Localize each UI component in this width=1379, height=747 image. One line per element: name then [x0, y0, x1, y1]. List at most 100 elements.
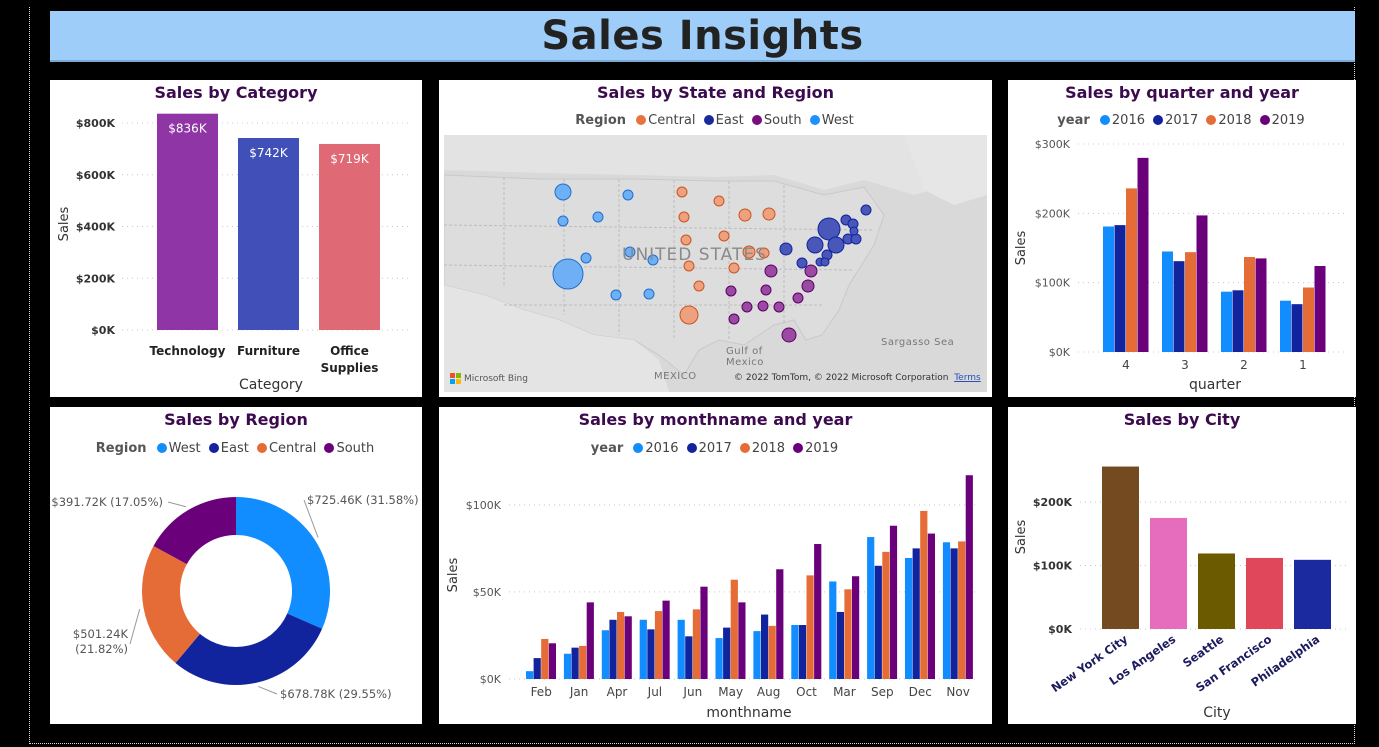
legend-label: West — [821, 113, 854, 128]
quarter-legend-title: year — [1057, 113, 1090, 128]
region-chart-title: Sales by Region — [164, 410, 308, 429]
bar — [548, 643, 556, 679]
y-tick-label: $0K — [1049, 346, 1071, 359]
bing-label: Microsoft Bing — [464, 373, 528, 384]
map-bubble-west — [622, 189, 634, 201]
slice-data-label: (21.82%) — [75, 642, 128, 656]
region-legend-item-east[interactable]: East — [208, 441, 249, 456]
y-tick-label: $200K — [1033, 496, 1073, 509]
x-tick-label: Sep — [871, 685, 894, 699]
region-chart-panel[interactable]: Sales by Region Region West East Central… — [50, 407, 422, 724]
bar — [965, 475, 973, 679]
y-tick-label: $0K — [1048, 623, 1072, 636]
quarter-chart-panel[interactable]: Sales by quarter and year year 2016 2017… — [1008, 80, 1356, 397]
bar — [874, 565, 882, 679]
map-bubble-central — [713, 195, 725, 207]
bar — [814, 544, 822, 679]
y-tick-label: $100K — [1035, 277, 1071, 290]
quarter-legend-item-2019[interactable]: 2019 — [1259, 113, 1305, 128]
x-tick-label: Supplies — [321, 361, 379, 375]
bar — [1196, 215, 1208, 352]
map-bubble-central — [676, 186, 688, 198]
bar — [1314, 266, 1326, 352]
map-legend-item-central[interactable]: Central — [636, 113, 696, 128]
region-donut-chart: $725.46K (31.58%) $678.78K (29.55%) $501.2… — [51, 493, 418, 701]
bar — [753, 631, 761, 679]
month-chart-panel[interactable]: Sales by monthname and year year 2016 20… — [439, 407, 992, 724]
bar — [1246, 557, 1283, 629]
terms-link[interactable]: Terms — [954, 373, 981, 383]
x-tick-label: Mar — [833, 685, 856, 699]
bar — [1198, 553, 1235, 629]
bar — [692, 609, 700, 679]
map-legend-item-south[interactable]: South — [751, 113, 802, 128]
map-bubble-south — [728, 313, 740, 325]
map-bubble-south — [764, 264, 778, 278]
x-tick-label: Office — [330, 344, 369, 358]
map-bubble-central — [758, 247, 770, 259]
map-bubble-south — [741, 301, 753, 313]
bing-attribution: Microsoft Bing — [450, 373, 528, 384]
bar-data-label: $719K — [330, 152, 370, 166]
map-bubble-central — [679, 305, 699, 325]
category-chart-panel[interactable]: Sales by Category $0K $200K $400K $600K $800… — [50, 80, 422, 397]
page-title: Sales Insights — [541, 12, 864, 59]
region-legend-item-central[interactable]: Central — [256, 441, 316, 456]
quarter-legend-item-2017[interactable]: 2017 — [1153, 113, 1198, 128]
legend-dot — [324, 443, 335, 453]
region-legend-item-west[interactable]: West — [156, 441, 201, 456]
map-land-north — [444, 135, 987, 195]
map-legend-item-west[interactable]: West — [809, 113, 854, 128]
y-tick-label: $0K — [91, 324, 115, 337]
quarter-legend-item-2018[interactable]: 2018 — [1206, 113, 1251, 128]
map-bubble-south — [792, 292, 804, 304]
map-bubble-west — [554, 183, 572, 201]
quarter-legend-item-2016[interactable]: 2016 — [1099, 113, 1145, 128]
city-chart-panel[interactable]: Sales by City $0K $100K $200K New York City… — [1008, 407, 1356, 724]
map-bubble-south — [781, 327, 797, 343]
microsoft-logo-icon — [450, 373, 461, 384]
bar — [738, 602, 746, 679]
leader-line — [258, 685, 278, 695]
bar — [798, 625, 807, 679]
bar — [639, 619, 647, 679]
bar — [1102, 466, 1139, 629]
bar — [533, 658, 541, 679]
legend-dot — [636, 115, 647, 125]
x-tick-label: 2 — [1240, 358, 1248, 372]
map-bubble-central — [718, 230, 730, 242]
legend-dot — [1206, 115, 1217, 125]
x-tick-label: Furniture — [237, 344, 300, 358]
month-legend-item-2017[interactable]: 2017 — [686, 441, 732, 456]
month-legend-item-2016[interactable]: 2016 — [633, 441, 679, 456]
y-tick-label: $100K — [466, 499, 502, 512]
donut-slice — [142, 545, 200, 663]
legend-label: Central — [648, 113, 696, 128]
slice-data-label: $678.78K (29.55%) — [280, 687, 392, 701]
month-legend-item-2019[interactable]: 2019 — [793, 441, 838, 456]
map-bubble-west — [580, 252, 592, 264]
bar — [1244, 257, 1255, 352]
legend-dot — [809, 115, 820, 125]
x-axis-label: quarter — [1189, 377, 1241, 393]
month-chart-title: Sales by monthname and year — [578, 410, 853, 429]
legend-label: 2018 — [751, 441, 785, 456]
map-canvas[interactable]: UNITED STATES Gulf of Mexico MEXICO Sarg… — [444, 135, 987, 392]
month-legend-item-2018[interactable]: 2018 — [739, 441, 785, 456]
bar — [942, 542, 951, 679]
x-tick-label: Nov — [946, 685, 969, 699]
quarter-chart-title: Sales by quarter and year — [1065, 83, 1299, 102]
map-panel[interactable]: Sales by State and Region Region Central… — [439, 80, 992, 397]
map-bubble-central — [762, 207, 776, 221]
map-bubble-east — [827, 236, 845, 254]
y-axis-label: Sales — [1014, 519, 1029, 554]
region-legend-item-south[interactable]: South — [324, 441, 374, 456]
map-gulf-label-1: Gulf of — [726, 346, 763, 357]
map-bubble-east — [817, 217, 841, 241]
map-legend-item-east[interactable]: East — [703, 113, 744, 128]
legend-dot — [208, 443, 219, 453]
legend-label: 2018 — [1218, 113, 1252, 128]
bar — [889, 525, 898, 679]
bar — [1221, 291, 1232, 352]
bar — [852, 576, 860, 679]
